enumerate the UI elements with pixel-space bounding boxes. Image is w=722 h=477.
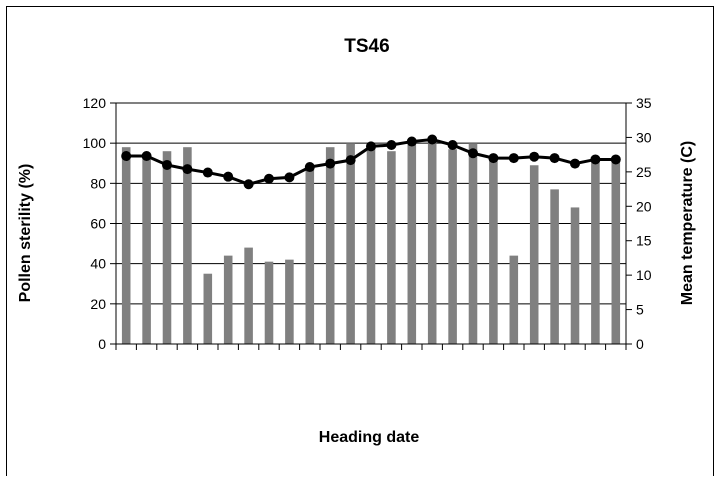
temperature-point [162,159,172,170]
temperature-point [366,141,376,152]
bar [387,151,396,344]
y-axis-right-label: Mean temperature (C) [679,141,696,305]
temperature-point [610,154,621,165]
temperature-point [121,151,132,162]
bar [223,255,233,344]
bar [325,147,335,344]
bar [244,247,253,344]
y-right-tick-label: 30 [636,129,652,145]
line-series [121,134,621,190]
y-left-tick-label: 60 [90,216,106,232]
y-left-tick-label: 120 [83,95,107,111]
temperature-point [570,158,580,169]
bar [162,151,172,344]
y-right-tick-label: 5 [636,302,644,318]
temperature-point [406,136,417,147]
y-right-tick-label: 35 [636,95,652,111]
y-axis-left-label: Pollen sterility (%) [17,164,34,303]
bar [203,273,213,344]
y-left-tick-label: 100 [83,135,107,151]
bar-series [121,143,621,344]
temperature-point [202,167,213,178]
temperature-point [141,151,152,162]
bar [591,159,600,344]
y-right-tick-label: 20 [636,198,652,214]
bar [407,143,417,344]
y-right-tick-label: 15 [636,233,652,249]
bar [427,143,437,344]
temperature-point [264,173,274,184]
chart-title: TS46 [344,36,389,57]
temperature-point [508,153,519,164]
temperature-point [284,172,295,183]
bar [142,157,151,344]
chart-frame [6,6,714,476]
bar [448,149,457,344]
bar [285,259,294,344]
bar [611,159,621,344]
y-right-tick-label: 25 [636,164,652,180]
temperature-point [182,164,193,175]
temperature-point [529,151,540,162]
bar [305,167,315,344]
bar [121,147,131,344]
y-right-tick-label: 10 [636,267,652,283]
x-axis-label: Heading date [319,429,420,446]
bar [570,207,580,344]
bar [183,147,192,344]
temperature-point [549,153,560,164]
y-right-tick-label: 0 [636,336,644,352]
temperature-point [243,179,254,190]
temperature-point [427,134,438,145]
y-left-tick-label: 40 [90,256,106,272]
y-left-tick-label: 80 [90,175,106,191]
temperature-point [590,154,601,165]
bar [468,143,478,344]
bar [346,143,355,344]
temperature-point [304,162,315,173]
y-left-tick-label: 20 [90,296,106,312]
bar [529,165,539,344]
temperature-point [447,140,458,151]
y-left-tick-label: 0 [98,336,106,352]
bar [509,255,519,344]
bar [264,261,274,344]
axes: 0 20 40 60 80 100 120 0 5 10 15 20 25 30 35 [83,95,652,352]
temperature-point [325,158,336,169]
bar [366,147,376,344]
temperature-point [468,148,478,159]
temperature-point [223,171,234,182]
temperature-point [386,140,397,151]
bar [489,159,498,344]
temperature-point [488,153,499,164]
bar [550,189,559,344]
temperature-point [345,155,356,166]
